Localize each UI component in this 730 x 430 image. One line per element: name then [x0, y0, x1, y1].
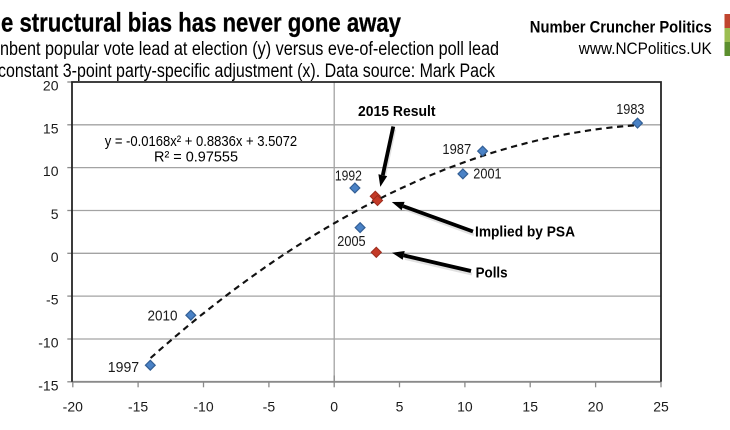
svg-text:2015 Result: 2015 Result — [358, 103, 436, 120]
svg-text:-10: -10 — [38, 335, 58, 351]
svg-text:5: 5 — [396, 398, 404, 414]
svg-text:10: 10 — [457, 398, 473, 414]
svg-text:1983: 1983 — [616, 101, 644, 118]
svg-text:0: 0 — [330, 398, 338, 414]
svg-text:1992: 1992 — [335, 168, 362, 185]
svg-text:25: 25 — [653, 398, 669, 414]
svg-text:e structural bias has never go: e structural bias has never gone away — [1, 8, 401, 38]
svg-text:R² = 0.97555: R² = 0.97555 — [154, 148, 238, 165]
svg-text:2005: 2005 — [337, 233, 365, 250]
svg-text:1997: 1997 — [108, 359, 139, 376]
svg-text:www.NCPolitics.UK: www.NCPolitics.UK — [578, 39, 712, 58]
svg-text:10: 10 — [43, 163, 59, 179]
svg-text:nbent popular vote lead at ele: nbent popular vote lead at election (y) … — [0, 39, 499, 60]
svg-text:y = -0.0168x² + 0.8836x + 3.50: y = -0.0168x² + 0.8836x + 3.5072 — [105, 133, 297, 150]
svg-text:15: 15 — [43, 120, 59, 136]
svg-text:0: 0 — [51, 249, 59, 265]
svg-text:5: 5 — [51, 206, 59, 222]
svg-text:15: 15 — [522, 398, 538, 414]
svg-text:-5: -5 — [46, 292, 59, 308]
svg-text:Polls: Polls — [476, 264, 508, 281]
svg-text:-15: -15 — [38, 377, 58, 393]
svg-text:Number Cruncher Politics: Number Cruncher Politics — [530, 18, 712, 37]
svg-text:-15: -15 — [128, 398, 148, 414]
svg-text:-10: -10 — [193, 398, 213, 414]
svg-text:-20: -20 — [63, 398, 83, 414]
svg-text:constant 3-point party-specifi: constant 3-point party-specific adjustme… — [0, 61, 495, 82]
svg-text:2010: 2010 — [148, 308, 178, 325]
svg-text:1987: 1987 — [442, 141, 471, 158]
svg-text:2001: 2001 — [473, 166, 501, 183]
svg-text:Implied by PSA: Implied by PSA — [475, 224, 575, 241]
svg-text:20: 20 — [43, 78, 59, 94]
svg-text:20: 20 — [588, 398, 604, 414]
svg-text:-5: -5 — [263, 398, 276, 414]
